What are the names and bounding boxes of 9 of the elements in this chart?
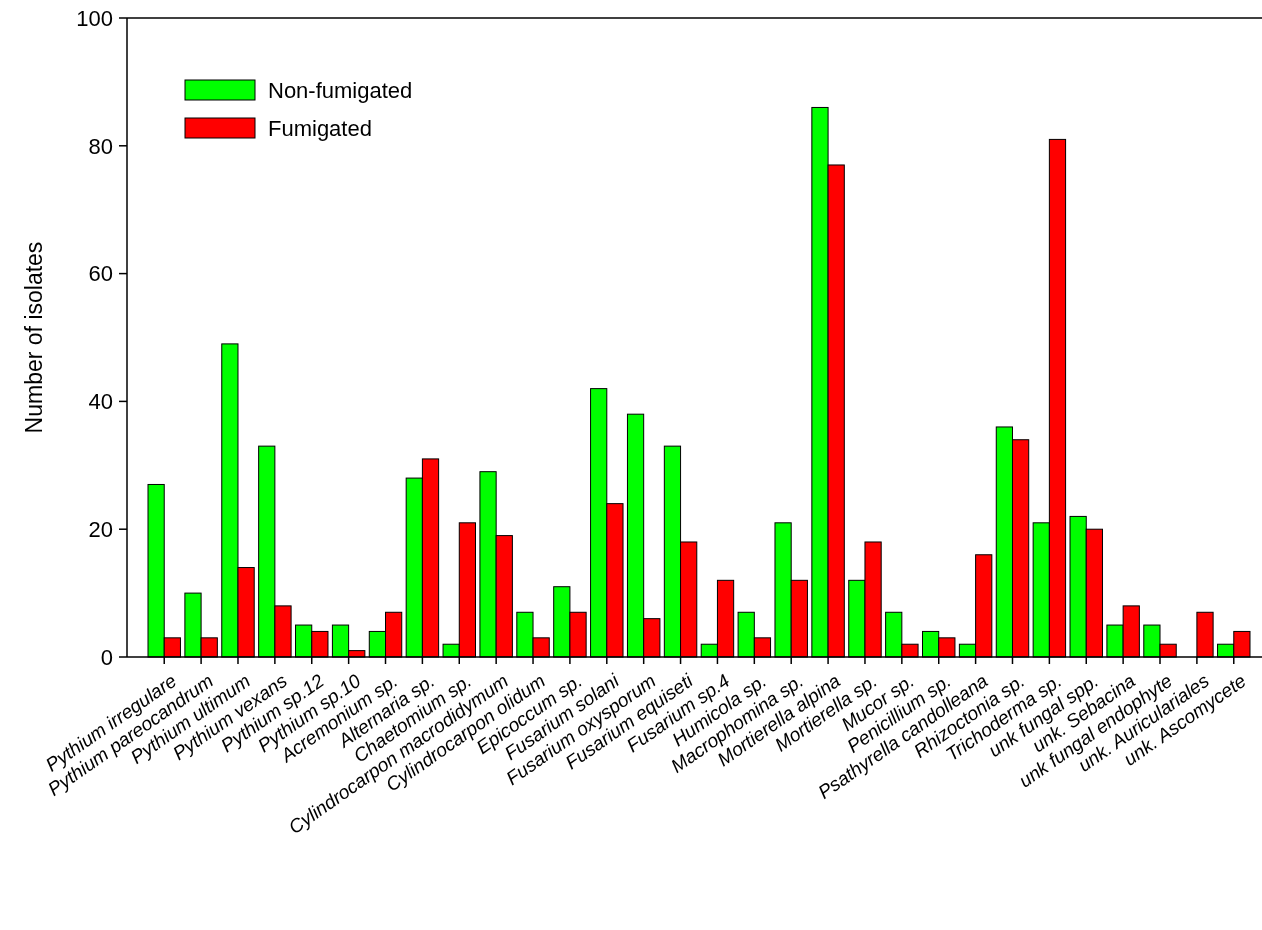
y-tick-label: 0 — [100, 644, 113, 670]
y-tick-label: 20 — [88, 516, 113, 542]
y-tick-label: 100 — [76, 5, 113, 31]
y-axis-title: Number of isolates — [21, 241, 47, 434]
legend-label: Non-fumigated — [268, 77, 413, 103]
legend-label: Fumigated — [268, 115, 372, 141]
y-tick-label: 40 — [88, 389, 113, 415]
y-tick-label: 60 — [88, 261, 113, 287]
y-tick-label: 80 — [88, 133, 113, 159]
